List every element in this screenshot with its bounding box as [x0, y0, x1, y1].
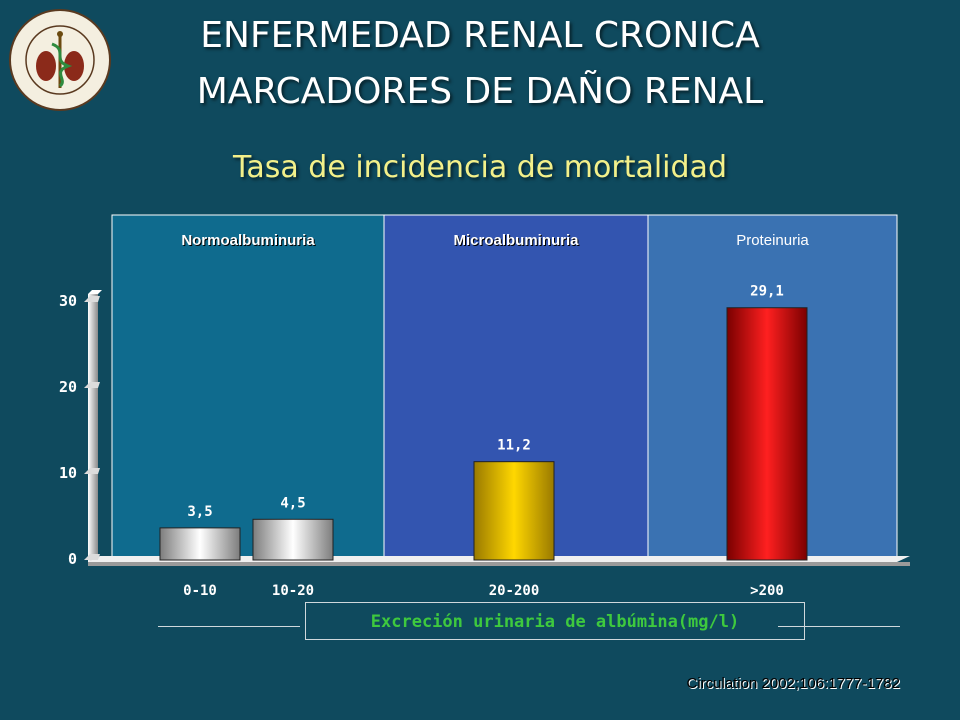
bar-20-200: [473, 461, 555, 561]
xlabel-rule-right: [778, 626, 900, 627]
region-label-normoalbuminuria: Normoalbuminuria: [181, 232, 315, 249]
x-tick-label: 10-20: [272, 583, 314, 599]
x-tick-label: 0-10: [183, 583, 217, 599]
y-tick-mark: [84, 554, 100, 560]
bar-value-label: 4,5: [280, 495, 305, 511]
x-axis-title: Excreción urinaria de albúmina(mg/l): [370, 612, 740, 632]
bar-value-label: 29,1: [750, 284, 784, 300]
region-label-proteinuria: Proteinuria: [736, 232, 809, 249]
xlabel-frame: [305, 602, 805, 640]
y-tick-label: 20: [59, 378, 77, 396]
bar->200: [726, 307, 808, 561]
citation-text: Circulation 2002;106:1777-1782: [686, 675, 901, 692]
x-tick-label: >200: [750, 583, 784, 599]
y-axis-wall: [88, 294, 98, 562]
y-tick-label: 0: [68, 550, 77, 568]
bar-10-20: [252, 518, 334, 561]
bar-value-label: 3,5: [187, 504, 212, 520]
chart-subtitle: Tasa de incidencia de mortalidad: [232, 150, 727, 185]
chart-floor-edge: [88, 562, 910, 566]
caduceus-kidneys-icon: [36, 31, 84, 88]
y-tick-label: 10: [59, 464, 77, 482]
page-title-line2: MARCADORES DE DAÑO RENAL: [196, 71, 764, 112]
association-logo: [9, 9, 111, 111]
y-tick-mark: [84, 296, 100, 302]
y-tick-label: 30: [59, 292, 77, 310]
region-label-microalbuminuria: Microalbuminuria: [453, 232, 579, 249]
region-normoalbuminuria: [111, 214, 385, 561]
page-title-line1: ENFERMEDAD RENAL CRONICA: [200, 15, 760, 56]
bar-value-label: 11,2: [497, 438, 531, 454]
y-axis-wall-top: [88, 290, 102, 294]
bar-0-10: [159, 527, 241, 561]
y-tick-mark: [84, 468, 100, 474]
x-tick-label: 20-200: [489, 583, 540, 599]
y-tick-mark: [84, 382, 100, 388]
xlabel-rule-left: [158, 626, 300, 627]
